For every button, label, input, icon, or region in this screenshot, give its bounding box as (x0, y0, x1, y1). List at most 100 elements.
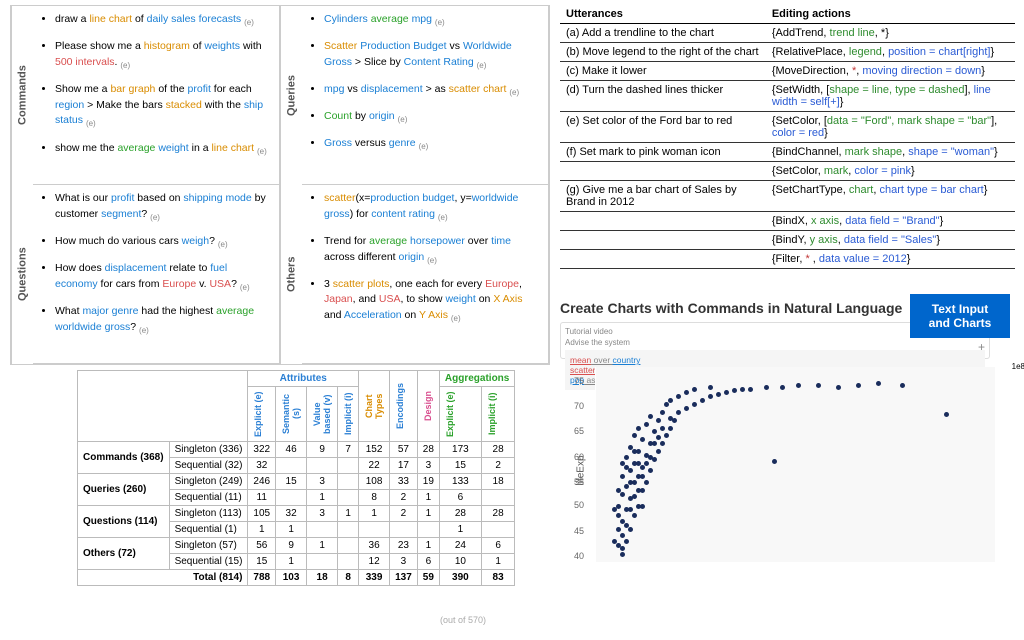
scatter-point (664, 402, 669, 407)
table-row: (b) Move legend to the right of the char… (560, 43, 1015, 62)
scatter-point (624, 465, 629, 470)
example-item: Show me a bar graph of the profit for ea… (55, 82, 271, 131)
table-row: (e) Set color of the Ford bar to red{Set… (560, 112, 1015, 143)
cell-queries: Cylinders average mpg (e) Scatter Product… (302, 6, 549, 185)
scatter-point (676, 410, 681, 415)
scatter-point (616, 543, 621, 548)
scatter-point (692, 402, 697, 407)
scatter-point (632, 449, 637, 454)
example-item: Scatter Production Budget vs Worldwide G… (324, 39, 540, 72)
scatter-point (676, 394, 681, 399)
colorbar-title: 1e8 (1012, 362, 1024, 371)
scatter-point (836, 385, 841, 390)
scatter-point (796, 383, 801, 388)
th-actions: Editing actions (766, 5, 1015, 24)
scatter-point (724, 390, 729, 395)
scatter-point (636, 461, 641, 466)
scatter-point (876, 381, 881, 386)
scatter-point (640, 437, 645, 442)
scatter-point (944, 412, 949, 417)
scatter-point (648, 468, 653, 473)
scatter-point (620, 546, 625, 551)
scatter-point (620, 552, 625, 557)
table-row: Others (72)Singleton (57)569136231246 (78, 538, 515, 554)
scatter-point (740, 387, 745, 392)
cell-others: scatter(x=production budget, y=worldwide… (302, 185, 549, 364)
scatter-point (856, 383, 861, 388)
table-row: {SetColor, mark, color = pink} (560, 162, 1015, 181)
example-item: mpg vs displacement > as scatter chart (… (324, 82, 540, 99)
scatter-point (616, 488, 621, 493)
scatter-plot: lifeExp 1e8 pop 4045505560657075- 8- 6- … (595, 367, 995, 562)
scatter-point (624, 455, 629, 460)
scatter-point (652, 441, 657, 446)
scatter-point (656, 435, 661, 440)
chart-title: Create Charts with Commands in Natural L… (560, 300, 902, 316)
scatter-point (748, 387, 753, 392)
th-aggregations: Aggregations (439, 371, 514, 387)
attributes-table: Attributes Chart Types Encodings Design … (77, 370, 515, 586)
scatter-point (624, 484, 629, 489)
scatter-point (632, 494, 637, 499)
scatter-point (628, 527, 633, 532)
scatter-point (636, 426, 641, 431)
scatter-point (732, 388, 737, 393)
table-row: {Filter, * , data value = 2012} (560, 250, 1015, 269)
scatter-point (632, 433, 637, 438)
example-item: scatter(x=production budget, y=worldwide… (324, 191, 540, 224)
th-utterances: Utterances (560, 5, 766, 24)
example-item: What major genre had the highest average… (55, 304, 271, 337)
label-queries: Queries (280, 6, 302, 185)
scatter-point (660, 410, 665, 415)
table-row: {BindX, x axis, data field = "Brand"} (560, 212, 1015, 231)
example-item: draw a line chart of daily sales forecas… (55, 12, 271, 29)
example-item: How much do various cars weigh? (e) (55, 234, 271, 251)
scatter-point (716, 392, 721, 397)
scatter-point (700, 398, 705, 403)
scatter-point (644, 461, 649, 466)
scatter-point (656, 449, 661, 454)
scatter-point (648, 455, 653, 460)
scatter-point (652, 429, 657, 434)
scatter-point (816, 383, 821, 388)
example-item: Trend for average horsepower over time a… (324, 234, 540, 267)
label-others: Others (280, 185, 302, 364)
scatter-point (692, 387, 697, 392)
scatter-point (620, 533, 625, 538)
scatter-point (624, 523, 629, 528)
example-item: Cylinders average mpg (e) (324, 12, 540, 29)
example-item: Please show me a histogram of weights wi… (55, 39, 271, 72)
scatter-point (640, 474, 645, 479)
scatter-point (612, 507, 617, 512)
scatter-point (640, 504, 645, 509)
scatter-point (620, 461, 625, 466)
table-row: Commands (368)Singleton (336)32246971525… (78, 442, 515, 458)
scatter-point (684, 406, 689, 411)
label-commands: Commands (11, 6, 33, 185)
scatter-point (636, 488, 641, 493)
example-item: What is our profit based on shipping mod… (55, 191, 271, 224)
table-row: Questions (114)Singleton (113)1053231121… (78, 506, 515, 522)
scatter-point (656, 418, 661, 423)
scatter-point (620, 474, 625, 479)
scatter-point (632, 513, 637, 518)
scatter-point (620, 492, 625, 497)
th-chart-types: Chart Types (364, 381, 384, 431)
scatter-point (628, 507, 633, 512)
scatter-point (764, 385, 769, 390)
editing-actions-table: Utterances Editing actions (a) Add a tre… (560, 5, 1015, 269)
scatter-point (900, 383, 905, 388)
example-item: show me the average weight in a line cha… (55, 141, 271, 158)
total-note: (out of 570) (440, 615, 486, 625)
scatter-point (628, 468, 633, 473)
utterance-examples-grid: Commands draw a line chart of daily sale… (10, 5, 550, 365)
table-row: (f) Set mark to pink woman icon{BindChan… (560, 143, 1015, 162)
label-questions: Questions (11, 185, 33, 364)
text-input-button[interactable]: Text Input and Charts (910, 294, 1010, 338)
scatter-point (648, 414, 653, 419)
scatter-point (684, 390, 689, 395)
nl-chart-panel: Create Charts with Commands in Natural L… (560, 300, 1020, 635)
scatter-point (708, 394, 713, 399)
scatter-point (660, 426, 665, 431)
table-row: Queries (260)Singleton (249)246153108331… (78, 474, 515, 490)
